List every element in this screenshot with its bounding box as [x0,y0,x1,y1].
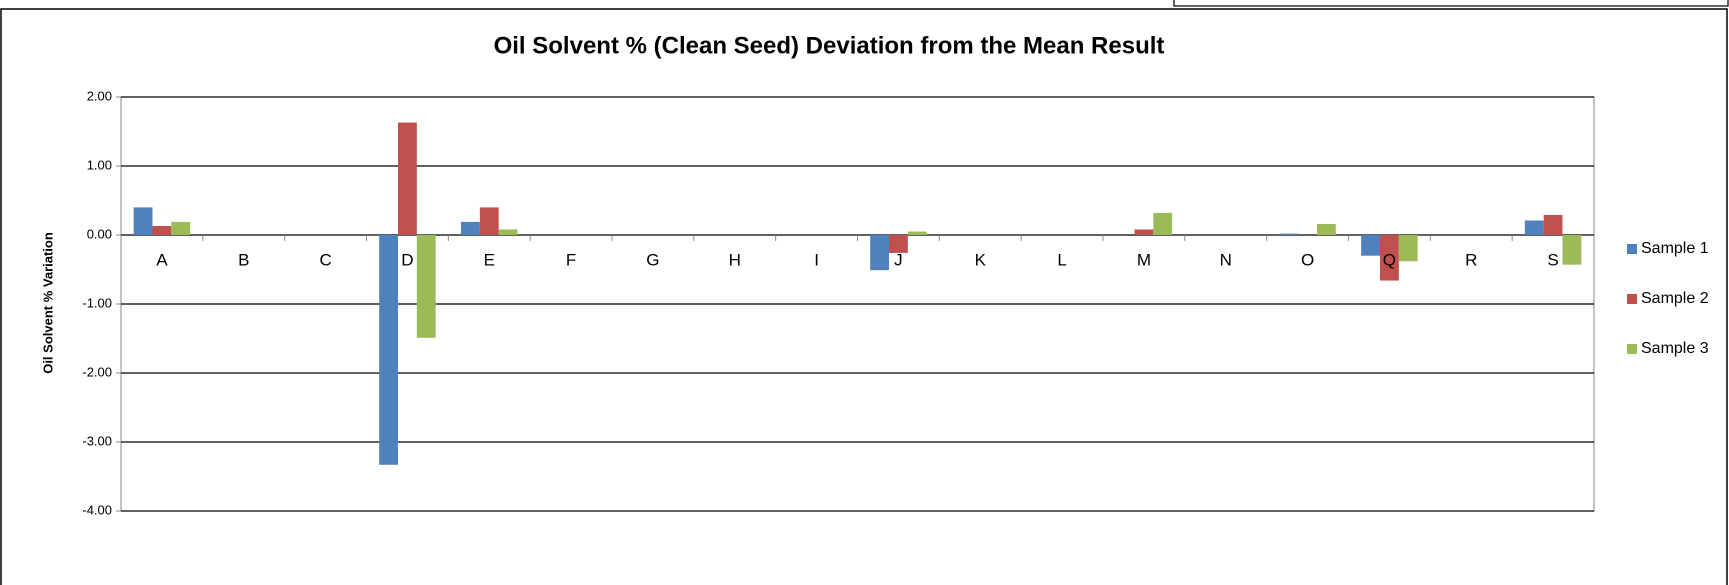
bar [1316,223,1336,235]
chart-frame [0,8,1728,585]
x-tick-label: N [1220,250,1232,269]
bar [1279,233,1299,235]
x-tick-label: D [401,250,413,269]
legend-swatch [1627,244,1637,254]
x-tick-label: A [156,250,168,269]
bar [416,235,436,338]
x-tick-label: F [566,250,576,269]
bar [1398,235,1418,262]
y-tick-label: -3.00 [82,433,112,448]
chart-title: Oil Solvent % (Clean Seed) Deviation fro… [494,32,1165,59]
bar [461,221,480,235]
x-tick-label: B [238,250,249,269]
x-tick-label: K [975,250,987,269]
legend-label: Sample 2 [1641,290,1709,307]
x-tick-label: G [646,250,659,269]
y-tick-label: -4.00 [82,502,112,517]
legend-swatch [1627,344,1637,354]
bar [1134,229,1154,235]
legend-swatch [1627,294,1637,304]
x-tick-label: J [894,250,903,269]
x-tick-label: Q [1383,250,1396,269]
x-tick-label: I [814,250,819,269]
y-tick-label: -1.00 [82,295,112,310]
bar [1543,214,1563,235]
x-tick-label: R [1465,250,1477,269]
y-tick-label: 0.00 [87,226,112,241]
bar [171,221,191,235]
y-axis-label: Oil Solvent % Variation [40,232,55,374]
bar [152,226,172,235]
bar [379,235,399,465]
x-tick-label: M [1137,250,1151,269]
legend-label: Sample 3 [1641,340,1709,357]
bar [133,207,153,235]
x-tick-label: E [484,250,495,269]
bar [870,235,890,271]
bar [1153,212,1173,235]
bar [498,229,518,235]
bar [1361,235,1381,256]
bar [889,235,908,253]
legend-label: Sample 1 [1641,240,1709,257]
y-tick-label: 2.00 [87,88,112,103]
x-tick-label: O [1301,250,1314,269]
adjacent-frame [1173,0,1729,7]
bar [479,207,499,235]
bar [398,122,417,235]
bar [1562,235,1582,265]
bar [907,231,927,235]
x-tick-label: L [1057,250,1066,269]
x-tick-label: H [729,250,741,269]
x-tick-label: C [319,250,331,269]
bar [1380,235,1399,281]
x-tick-label: S [1547,250,1558,269]
bar [1524,220,1544,235]
y-tick-label: 1.00 [87,157,112,172]
y-tick-label: -2.00 [82,364,112,379]
